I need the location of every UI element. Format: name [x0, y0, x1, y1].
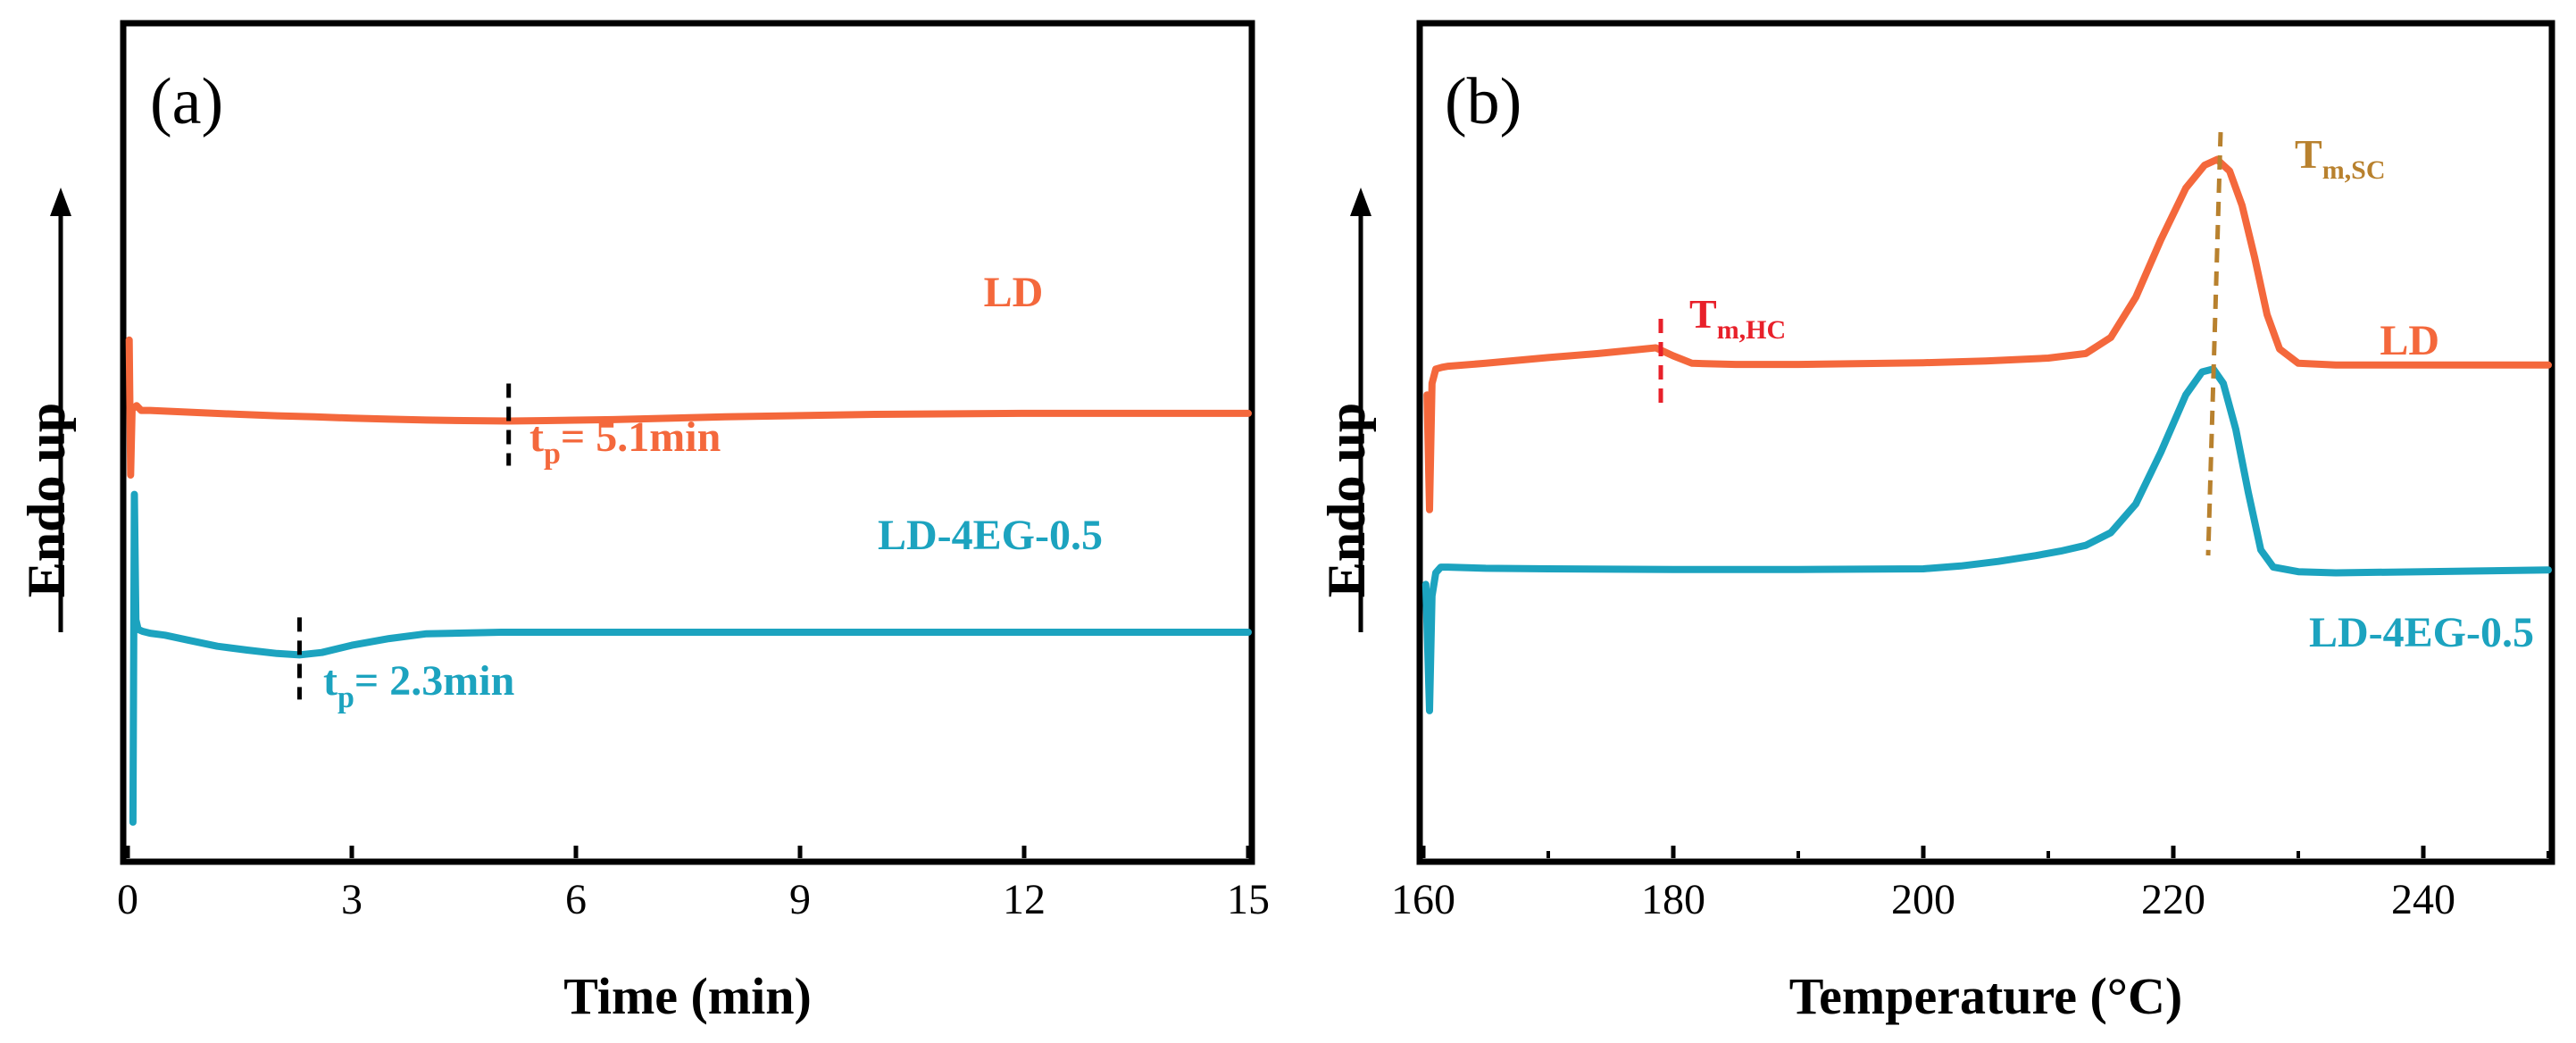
panel-a-y-arrow-head: [50, 188, 71, 216]
ld4eg-tp-t: t: [323, 657, 338, 705]
ld4eg-b-line: [1421, 365, 2552, 714]
panel-b-label: (b): [1445, 65, 1521, 138]
panel-b-y-arrow-head: [1350, 188, 1371, 216]
ld-tp-value: = 5.1min: [561, 413, 721, 461]
ld-tp-t: t: [529, 413, 544, 461]
b-x-tick-label-3: 220: [2141, 876, 2205, 923]
ld4eg-tp-value: = 2.3min: [354, 657, 514, 705]
panel-a-frame: [120, 20, 1255, 865]
ld-tp-annotation: tp= 5.1min: [529, 413, 721, 471]
a-x-tick-label-2: 6: [565, 876, 587, 923]
a-x-tick-label-0: 0: [117, 876, 138, 923]
b-x-tick-label-1: 180: [1641, 876, 1705, 923]
panel-a-series: [125, 336, 1252, 826]
panel-a-x-label: Time (min): [563, 967, 812, 1025]
tm-hc-sub: m,HC: [1717, 315, 1787, 345]
tm-sc-marker: [2205, 131, 2223, 556]
panel-a: (a) Endo up 0 3 6 9 12 15 Time (min) LD LD-4E…: [17, 20, 1270, 1025]
a-x-tick-label-1: 3: [341, 876, 363, 923]
panel-a-x-ticks: [125, 846, 1251, 858]
ld-b-series-label: LD: [2380, 317, 2439, 364]
a-x-tick-label-5: 15: [1227, 876, 1270, 923]
tm-hc-t: T: [1689, 291, 1717, 337]
panel-a-label: (a): [150, 65, 223, 138]
ld-tp-sub: p: [544, 438, 561, 471]
ld4eg-tp-annotation: tp= 2.3min: [323, 657, 514, 714]
panel-b-series: [1421, 155, 2552, 714]
ld4eg-tp-sub: p: [338, 681, 354, 714]
ld4eg-series-label: LD-4EG-0.5: [878, 512, 1103, 559]
tm-hc-label: Tm,HC: [1689, 291, 1786, 345]
panel-b-frame: [1416, 20, 2555, 865]
panel-b-x-label: Temperature (°C): [1789, 967, 2182, 1025]
ld4eg-a-line: [129, 490, 1252, 826]
a-x-tick-label-4: 12: [1003, 876, 1046, 923]
panel-b-x-ticks: [1421, 846, 2550, 858]
tm-sc-t: T: [2295, 131, 2322, 177]
b-x-tick-label-2: 200: [1891, 876, 1955, 923]
b-x-tick-label-0: 160: [1391, 876, 1455, 923]
tm-sc-sub: m,SC: [2322, 155, 2386, 185]
panel-b-y-label: Endo up: [1317, 403, 1376, 598]
ld-a-line: [125, 336, 1252, 479]
panel-a-x-tick-labels: 0 3 6 9 12 15: [117, 876, 1270, 923]
panel-a-y-label: Endo up: [17, 403, 76, 598]
a-x-tick-label-3: 9: [789, 876, 811, 923]
ld-series-label: LD: [984, 269, 1044, 316]
ld-b-line: [1423, 155, 2552, 513]
panel-b: (b) Endo up 160 180 200 220 240 Temperature …: [1317, 20, 2555, 1025]
b-x-tick-label-4: 240: [2391, 876, 2455, 923]
tm-sc-label: Tm,SC: [2295, 131, 2386, 185]
panel-b-x-tick-labels: 160 180 200 220 240: [1391, 876, 2455, 923]
ld4eg-b-series-label: LD-4EG-0.5: [2309, 609, 2534, 656]
